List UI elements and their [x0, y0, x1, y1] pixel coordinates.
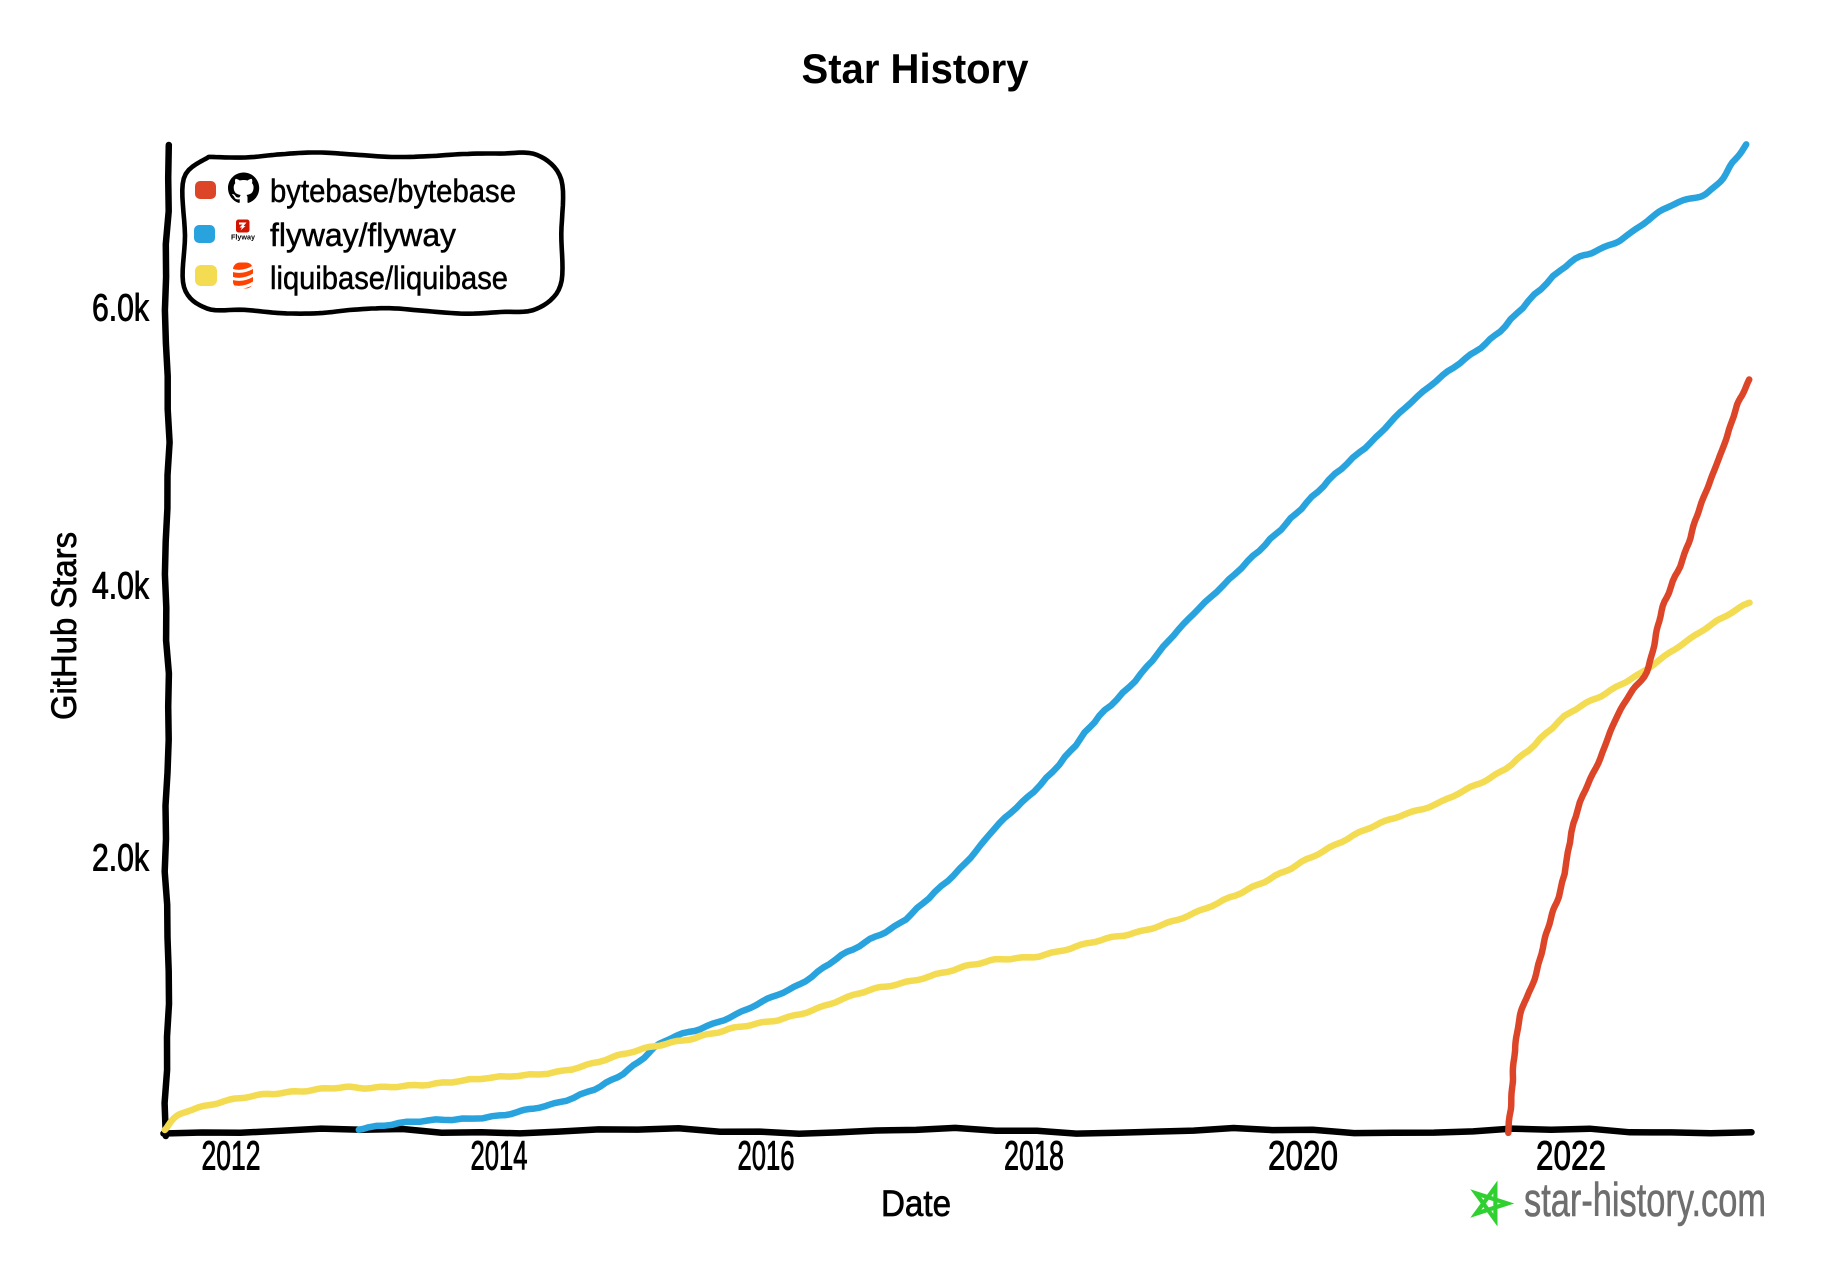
svg-text:Date: Date	[881, 1183, 951, 1224]
svg-text:flyway/flyway: flyway/flyway	[270, 217, 456, 253]
svg-text:2014: 2014	[471, 1133, 528, 1179]
svg-text:liquibase/liquibase: liquibase/liquibase	[270, 260, 508, 296]
svg-text:2012: 2012	[202, 1133, 261, 1179]
svg-text:Flyway: Flyway	[231, 233, 255, 242]
svg-text:GitHub Stars: GitHub Stars	[45, 532, 84, 720]
svg-text:2.0k: 2.0k	[92, 838, 150, 880]
svg-text:4.0k: 4.0k	[92, 566, 150, 608]
svg-text:Star History: Star History	[802, 45, 1030, 92]
svg-text:bytebase/bytebase: bytebase/bytebase	[270, 173, 516, 209]
svg-text:6.0k: 6.0k	[92, 288, 150, 330]
svg-text:2018: 2018	[1004, 1133, 1064, 1179]
svg-text:star-history.com: star-history.com	[1524, 1173, 1766, 1226]
svg-text:2016: 2016	[738, 1133, 795, 1179]
svg-text:2020: 2020	[1268, 1133, 1338, 1179]
svg-text:2022: 2022	[1536, 1133, 1606, 1179]
